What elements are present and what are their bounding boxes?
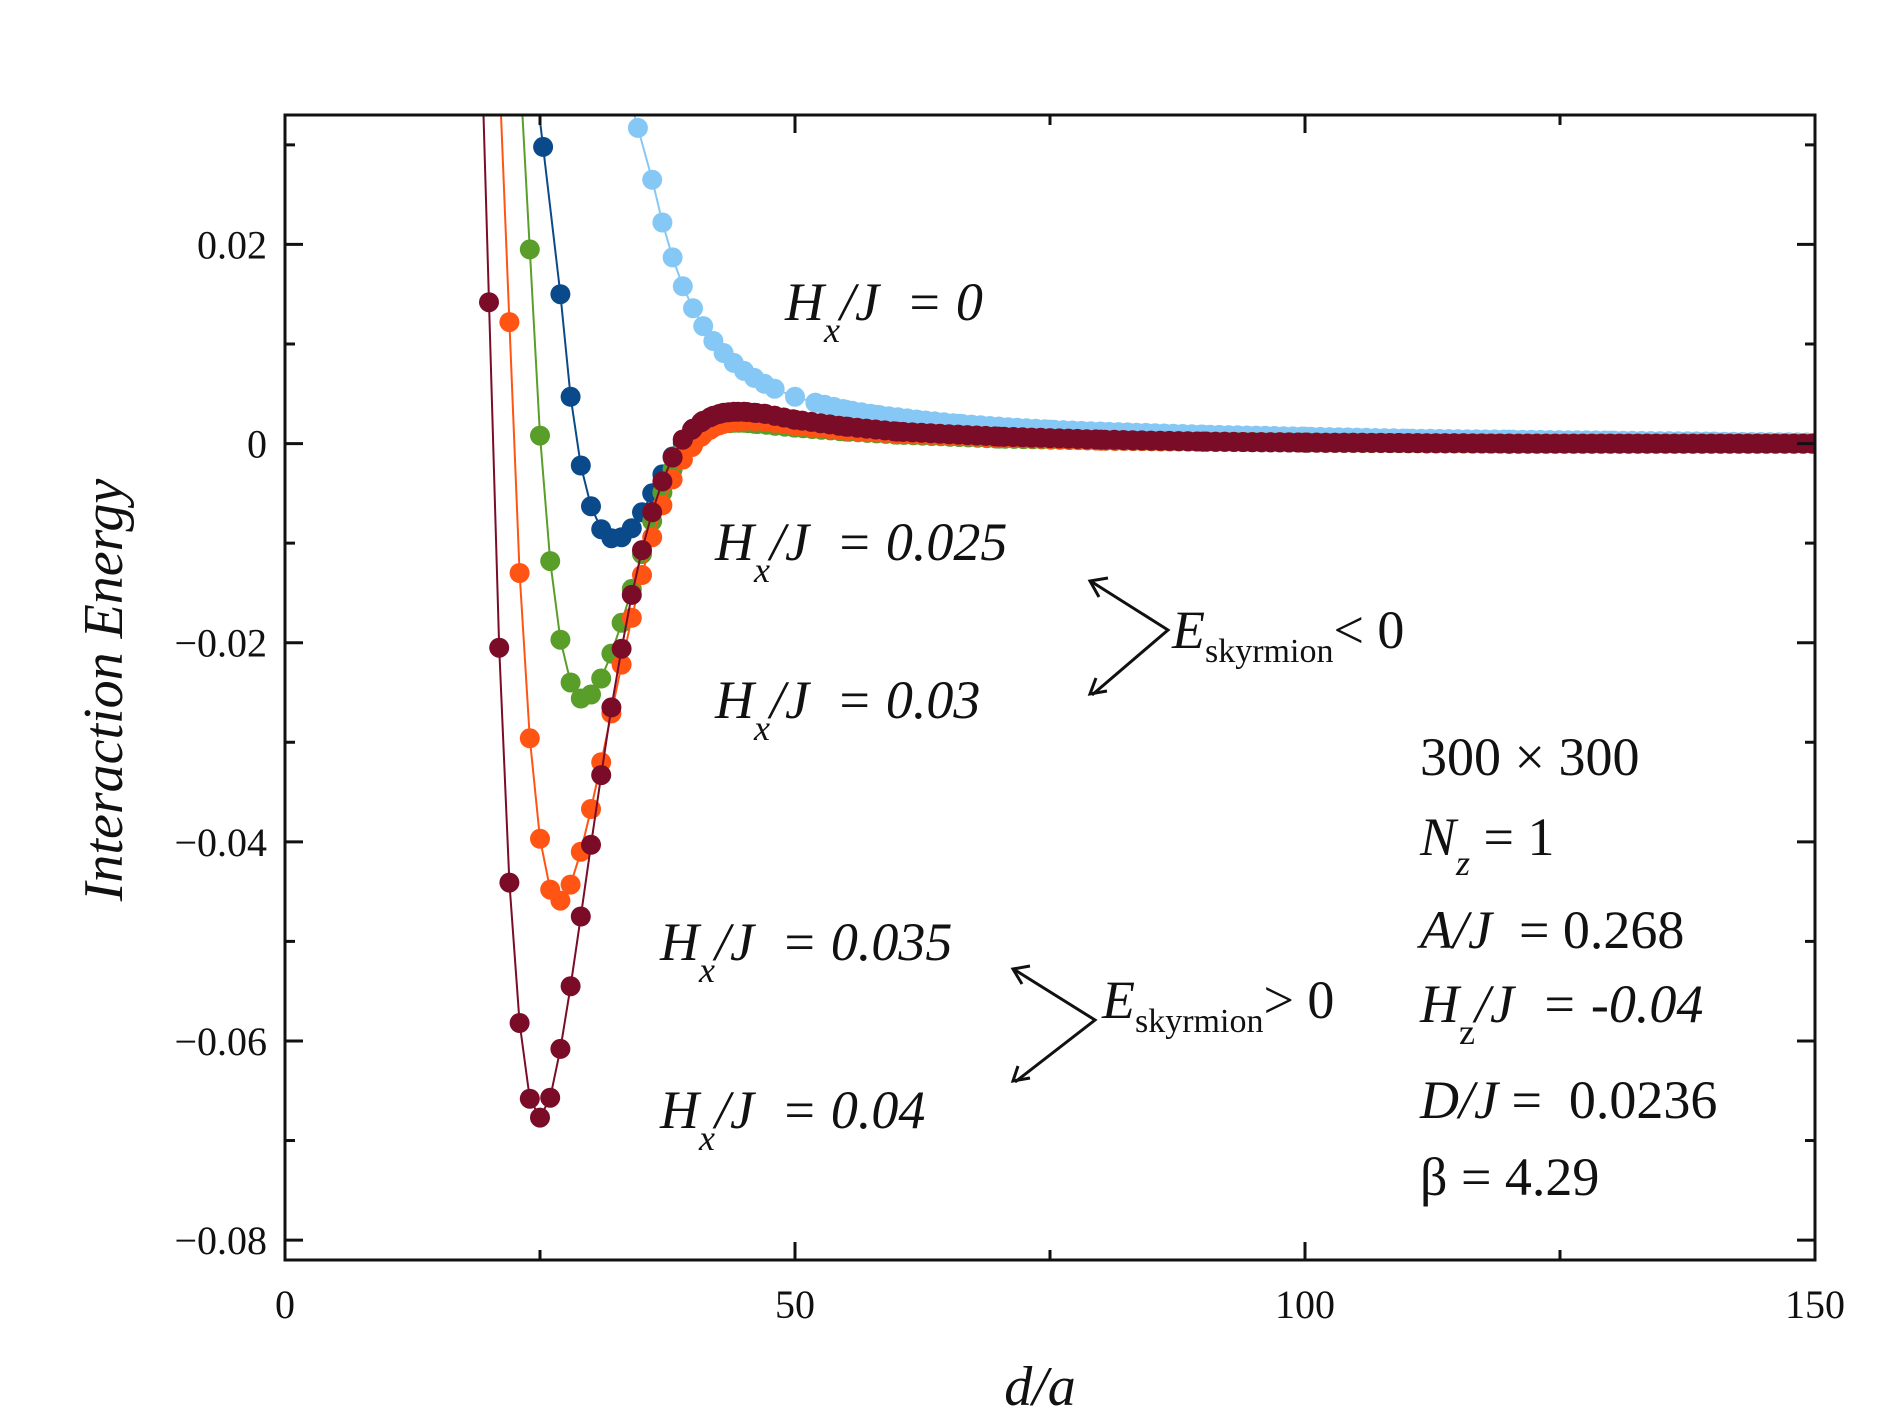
data-point bbox=[581, 684, 601, 705]
data-point bbox=[683, 298, 703, 319]
data-point bbox=[519, 239, 540, 260]
data-point bbox=[509, 1013, 530, 1033]
data-point bbox=[530, 828, 550, 849]
data-point bbox=[591, 668, 612, 689]
data-point bbox=[560, 874, 581, 895]
data-point bbox=[499, 312, 520, 333]
y-tick-label: 0.02 bbox=[197, 222, 267, 267]
data-point bbox=[693, 316, 714, 337]
data-point bbox=[519, 1088, 540, 1109]
axis-ticks: 0 50 100 150 0.02 0 −0.02 −0.04 −0.06 −0.08 bbox=[174, 115, 1845, 1327]
series-3 bbox=[499, 115, 1815, 911]
y-tick-label: −0.02 bbox=[174, 621, 267, 666]
data-point bbox=[662, 447, 683, 468]
data-series-layer bbox=[479, 115, 1815, 1128]
data-point bbox=[519, 728, 540, 749]
x-tick-label: 50 bbox=[775, 1282, 815, 1327]
data-point bbox=[621, 584, 642, 605]
label-hx-003: Hx/J = 0.03 bbox=[714, 670, 980, 748]
arrow-energy-positive bbox=[1010, 964, 1098, 1084]
data-point bbox=[581, 834, 601, 855]
data-point bbox=[540, 551, 561, 572]
y-tick-label: 0 bbox=[247, 422, 267, 467]
data-point bbox=[642, 169, 663, 190]
label-e-skyrmion-positive: Eskyrmion> 0 bbox=[1101, 970, 1334, 1040]
x-tick-label: 0 bbox=[275, 1282, 295, 1327]
label-hx-0035: Hx/J = 0.035 bbox=[659, 912, 952, 990]
param-aj: A/J = 0.268 bbox=[1417, 900, 1684, 960]
data-point bbox=[489, 637, 510, 658]
data-point bbox=[550, 284, 571, 305]
data-point bbox=[611, 638, 632, 659]
data-point bbox=[550, 890, 571, 911]
data-point bbox=[499, 872, 520, 893]
data-point bbox=[621, 607, 642, 628]
data-point bbox=[627, 117, 648, 138]
data-point bbox=[540, 1087, 561, 1108]
series-1 bbox=[533, 115, 1815, 549]
series-line-1 bbox=[538, 115, 1815, 540]
data-point bbox=[570, 455, 591, 476]
data-point bbox=[662, 247, 683, 268]
data-point bbox=[581, 496, 601, 517]
data-point bbox=[530, 1107, 550, 1128]
data-point bbox=[570, 906, 591, 927]
data-point bbox=[560, 386, 581, 407]
x-tick-label: 100 bbox=[1275, 1282, 1335, 1327]
param-hz: Hz/J = -0.04 bbox=[1419, 974, 1703, 1052]
label-hx-0: Hx/J = 0 bbox=[784, 272, 983, 350]
y-tick-label: −0.06 bbox=[174, 1019, 267, 1064]
data-point bbox=[611, 654, 632, 675]
data-point bbox=[601, 697, 622, 718]
data-point bbox=[533, 136, 554, 157]
label-hx-004: Hx/J = 0.04 bbox=[659, 1080, 925, 1158]
data-point bbox=[560, 976, 581, 997]
y-tick-label: −0.08 bbox=[174, 1218, 267, 1263]
data-point bbox=[550, 1038, 571, 1059]
y-tick-label: −0.04 bbox=[174, 820, 267, 865]
series-line-2 bbox=[521, 115, 1815, 700]
param-beta: β = 4.29 bbox=[1420, 1147, 1599, 1207]
data-point bbox=[652, 471, 673, 492]
data-point bbox=[550, 629, 571, 650]
data-point bbox=[621, 518, 642, 539]
data-point bbox=[642, 502, 663, 523]
data-point bbox=[672, 276, 693, 297]
data-point bbox=[764, 378, 785, 399]
series-4 bbox=[479, 115, 1815, 1128]
y-axis-title: Interaction Energy bbox=[73, 479, 135, 903]
param-lattice: 300 × 300 bbox=[1420, 727, 1639, 787]
data-point bbox=[632, 540, 652, 561]
x-axis-title: d/a bbox=[1004, 1356, 1076, 1417]
label-hx-0025: Hx/J = 0.025 bbox=[714, 512, 1007, 590]
arrow-energy-negative bbox=[1087, 576, 1171, 697]
data-point bbox=[530, 425, 550, 446]
data-point bbox=[785, 386, 805, 407]
x-tick-label: 150 bbox=[1785, 1282, 1845, 1327]
data-point bbox=[652, 212, 673, 233]
data-point bbox=[591, 765, 612, 786]
label-e-skyrmion-negative: Eskyrmion< 0 bbox=[1171, 600, 1404, 670]
data-point bbox=[479, 292, 499, 313]
param-nz: Nz = 1 bbox=[1419, 807, 1555, 883]
data-point bbox=[560, 672, 581, 693]
data-point bbox=[509, 563, 530, 583]
param-dj: D/J = 0.0236 bbox=[1419, 1070, 1717, 1130]
